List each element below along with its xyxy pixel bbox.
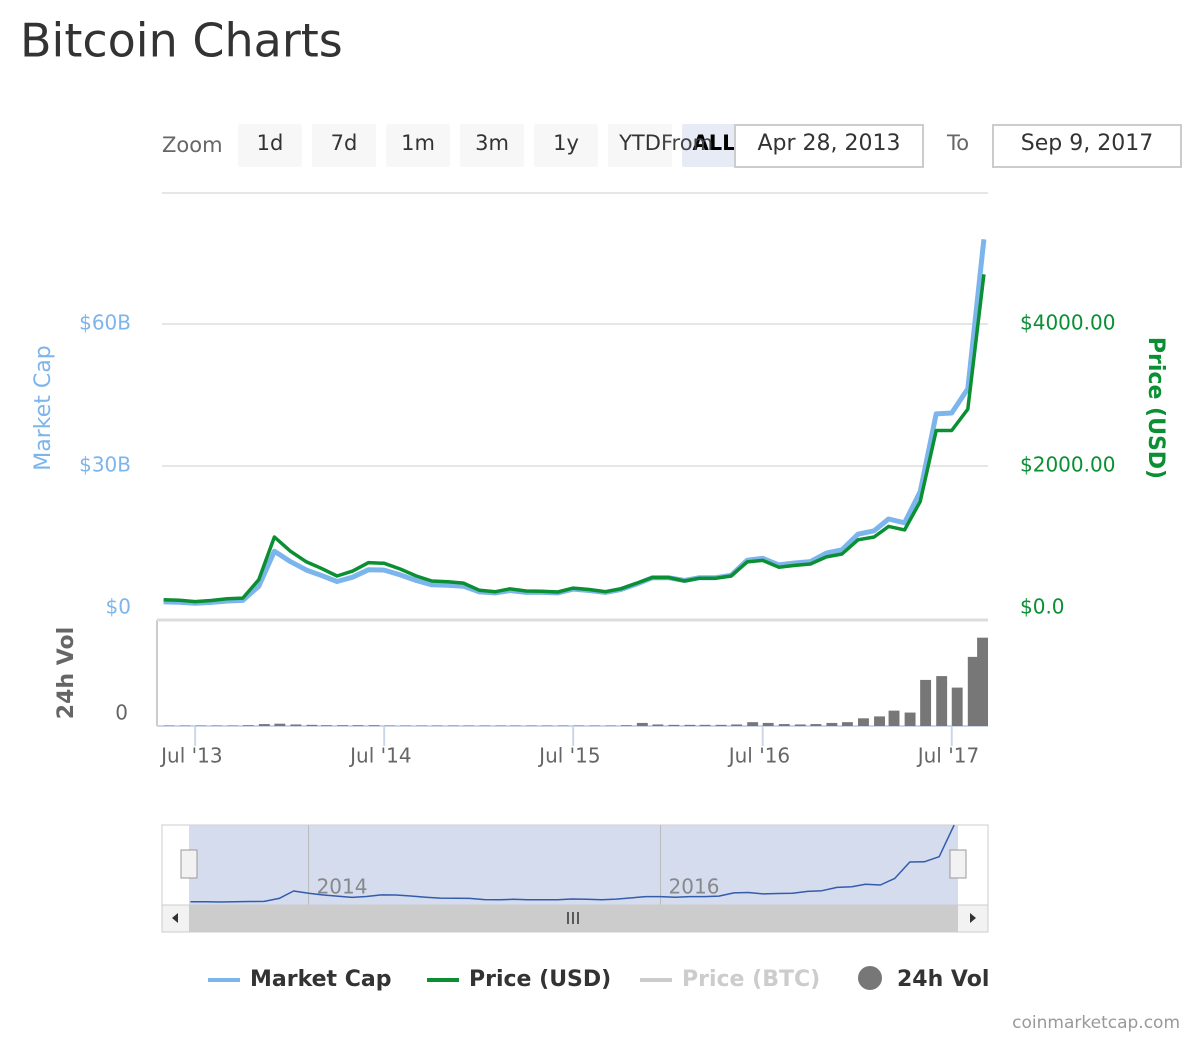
to-value[interactable]: Sep 9, 2017 [1021,131,1153,156]
volume-bar [731,724,743,726]
to-label: To [946,131,969,155]
y2-axis-title: Price (USD) [1143,337,1168,479]
volume-bar [337,725,348,726]
volume-bar [620,725,632,726]
volume-bar [274,723,286,726]
legend-symbol[interactable] [858,966,882,990]
zoom-button-label[interactable]: 1y [553,131,579,155]
volume-bar [888,710,900,726]
zoom-button-label[interactable]: YTD [618,131,661,155]
x-tick-label: Jul '15 [537,744,600,768]
from-value[interactable]: Apr 28, 2013 [757,131,900,156]
y-tick-label: $0 [106,595,131,619]
volume-bar [951,687,963,726]
y-tick-label: $30B [79,453,131,477]
volume-bar [936,676,948,726]
volume-bar [794,724,806,726]
volume-bar [242,725,254,726]
zoom-button[interactable] [386,124,450,167]
x-tick-label: Jul '17 [916,744,979,768]
x-tick-label: Jul '16 [727,744,790,768]
volume-bar [668,724,680,726]
legend-label[interactable]: Price (USD) [469,967,611,992]
volume-bar [841,722,853,726]
volume-axis-title: 24h Vol [54,627,79,719]
volume-bar [977,637,988,726]
zoom-button-label[interactable]: ALL [692,131,735,155]
zoom-button[interactable] [238,124,302,167]
y2-tick-label: $4000.00 [1020,311,1115,335]
volume-tick-label: 0 [115,701,128,725]
y2-tick-label: $0.0 [1020,595,1065,619]
navigator-mask[interactable] [189,825,958,905]
from-label: From [661,131,713,155]
volume-bar [778,724,790,726]
volume-bar [684,724,696,726]
legend-label[interactable]: Price (BTC) [682,967,820,992]
y2-tick-label: $2000.00 [1020,453,1115,477]
volume-bar [920,679,932,726]
from-input[interactable] [734,124,924,168]
x-tick-label: Jul '14 [348,744,411,768]
volume-bar [258,724,270,726]
volume-bar [874,716,885,726]
volume-bar [904,712,916,726]
volume-bar [810,724,822,726]
volume-bar [762,722,774,726]
to-input[interactable] [992,124,1182,168]
navigator-handle-right[interactable] [949,849,967,879]
navigator-content: 2014 2016 [190,824,955,905]
volume-bar [636,722,648,726]
zoom-button-label[interactable]: 3m [475,131,509,155]
zoom-button-label[interactable]: 7d [331,131,358,155]
volume-bar [747,722,759,726]
volume-bar [699,724,711,726]
credit: coinmarketcap.com [1012,1013,1180,1033]
legend: Market Cap Price (USD) Price (BTC) 24h Vol [208,966,989,992]
zoom-button[interactable] [460,124,524,167]
legend-label[interactable]: 24h Vol [897,967,989,992]
volume-bar [290,724,302,726]
zoom-button[interactable] [534,124,598,167]
y-tick-label: $60B [79,311,131,335]
zoom-button[interactable] [682,124,746,167]
volume-bar [652,724,664,726]
volume-bar [967,656,979,726]
volume-bar [858,718,869,726]
volume-bar [352,725,364,726]
zoom-button[interactable] [608,124,672,167]
volume-bar [306,724,318,726]
navigator-line [190,824,955,903]
zoom-button-label[interactable]: 1m [401,131,435,155]
navigator-tick-label: 2016 [669,875,720,899]
series-line [163,274,986,604]
legend-label[interactable]: Market Cap [250,967,391,992]
volume-bar [320,725,332,726]
volume-bar [368,725,380,726]
x-tick-label: Jul '13 [159,744,222,768]
volume-bar [826,722,838,726]
page-title: Bitcoin Charts [20,14,343,68]
zoom-button-label[interactable]: 1d [257,131,284,155]
zoom-label: Zoom [162,133,223,157]
volume-bar [715,724,727,726]
zoom-buttons: 1d 7d 1m 3m 1y YTD ALL [238,124,746,167]
navigator-handle-left[interactable] [180,849,198,879]
scrollbar-grip [567,912,579,924]
zoom-button[interactable] [312,124,376,167]
y-axis-title: Market Cap [31,345,56,470]
